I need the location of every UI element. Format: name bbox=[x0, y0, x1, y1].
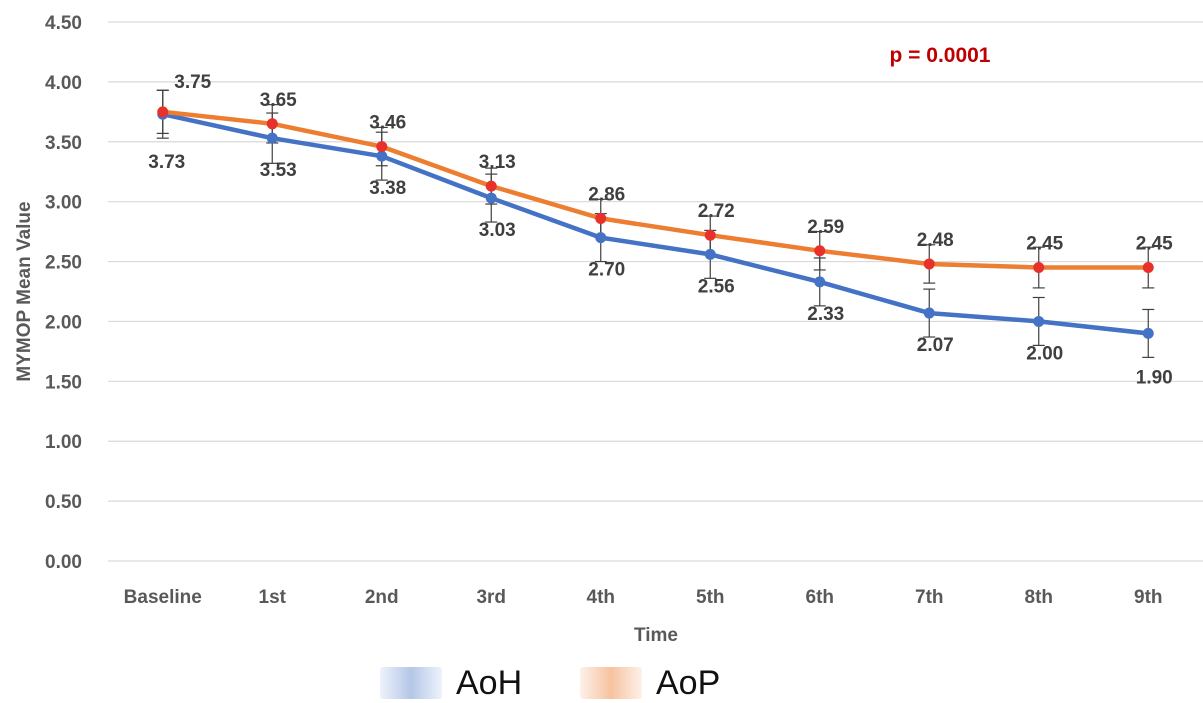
legend: AoH AoP bbox=[0, 664, 1203, 702]
data-label-aop: 3.13 bbox=[479, 152, 516, 173]
data-point-aoh bbox=[1142, 327, 1154, 339]
y-tick-label: 2.50 bbox=[45, 253, 82, 274]
data-point-aop bbox=[485, 180, 497, 192]
data-point-aop bbox=[157, 106, 169, 118]
data-label-aoh: 3.53 bbox=[260, 160, 297, 181]
data-point-aoh bbox=[266, 132, 278, 144]
legend-item-aop: AoP bbox=[580, 664, 720, 702]
x-tick-label: 9th bbox=[1134, 587, 1163, 608]
data-point-aop bbox=[1142, 262, 1154, 274]
y-tick-label: 3.50 bbox=[45, 133, 82, 154]
data-point-aoh bbox=[704, 248, 716, 260]
y-tick-label: 1.50 bbox=[45, 372, 82, 393]
y-tick-label: 2.00 bbox=[45, 312, 82, 333]
gridlines bbox=[108, 21, 1203, 562]
y-axis-ticks: 0.00 0.50 1.00 1.50 2.00 2.50 3.00 3.50 4.00 4.50 bbox=[45, 13, 82, 573]
data-label-aop: 2.86 bbox=[588, 184, 625, 205]
y-tick-label: 4.00 bbox=[45, 73, 82, 94]
series-line-aop bbox=[160, 109, 1151, 270]
legend-swatch-aop bbox=[580, 667, 642, 699]
data-label-aoh: 2.33 bbox=[807, 304, 844, 325]
series-lines bbox=[160, 109, 1151, 336]
data-point-aoh bbox=[814, 276, 826, 288]
data-label-aop: 2.59 bbox=[807, 217, 844, 238]
data-label-aop: 2.48 bbox=[917, 230, 954, 251]
y-tick-label: 0.00 bbox=[45, 552, 82, 573]
data-label-aoh: 2.56 bbox=[698, 276, 735, 297]
data-label-aoh: 2.07 bbox=[917, 335, 954, 356]
legend-item-aoh: AoH bbox=[380, 664, 522, 702]
data-label-aop: 3.75 bbox=[174, 72, 211, 93]
x-axis-title: Time bbox=[634, 625, 678, 646]
y-axis-title: MYMOP Mean Value bbox=[14, 201, 35, 381]
data-label-aoh: 3.73 bbox=[148, 152, 185, 173]
data-point-aoh bbox=[595, 232, 607, 244]
data-point-aop bbox=[376, 141, 388, 153]
data-point-aoh bbox=[923, 307, 935, 319]
y-tick-label: 3.00 bbox=[45, 193, 82, 214]
x-tick-label: 4th bbox=[587, 587, 616, 608]
data-labels: 3.73 3.53 3.38 3.03 2.70 2.56 2.33 2.07 2.00 1.90… bbox=[148, 72, 1173, 389]
x-tick-label: 1st bbox=[259, 587, 287, 608]
x-tick-label: Baseline bbox=[124, 587, 202, 608]
data-point-aop bbox=[1033, 262, 1045, 274]
data-label-aoh: 3.38 bbox=[369, 178, 406, 199]
x-tick-label: 3rd bbox=[476, 587, 506, 608]
data-point-aop bbox=[704, 229, 716, 241]
y-tick-label: 1.00 bbox=[45, 432, 82, 453]
x-tick-label: 6th bbox=[806, 587, 835, 608]
y-tick-label: 0.50 bbox=[45, 492, 82, 513]
data-point-aop bbox=[814, 245, 826, 257]
data-label-aoh: 1.90 bbox=[1136, 367, 1173, 388]
data-point-aop bbox=[923, 258, 935, 270]
series-line-aoh bbox=[160, 111, 1151, 336]
data-label-aoh: 2.70 bbox=[588, 260, 625, 281]
line-chart: 0.00 0.50 1.00 1.50 2.00 2.50 3.00 3.50 4.00 4.50… bbox=[14, 13, 1203, 646]
series-points bbox=[157, 106, 1154, 339]
x-tick-label: 5th bbox=[696, 587, 725, 608]
data-point-aop bbox=[595, 212, 607, 224]
data-point-aop bbox=[266, 118, 278, 130]
data-point-aoh bbox=[1033, 315, 1045, 327]
legend-label-aop: AoP bbox=[656, 663, 721, 702]
data-label-aop: 3.65 bbox=[260, 90, 297, 111]
data-label-aop: 2.72 bbox=[698, 201, 735, 222]
y-tick-label: 4.50 bbox=[45, 13, 82, 34]
data-label-aop: 2.45 bbox=[1136, 234, 1173, 255]
data-point-aoh bbox=[485, 192, 497, 204]
data-label-aop: 3.46 bbox=[369, 113, 406, 134]
data-label-aoh: 2.00 bbox=[1026, 343, 1063, 364]
data-label-aop: 2.45 bbox=[1026, 234, 1063, 255]
data-label-aoh: 3.03 bbox=[479, 220, 516, 241]
legend-swatch-aoh bbox=[380, 667, 442, 699]
legend-label-aoh: AoH bbox=[456, 663, 523, 702]
x-tick-label: 7th bbox=[915, 587, 944, 608]
x-tick-label: 2nd bbox=[365, 587, 399, 608]
data-point-aoh bbox=[376, 150, 388, 162]
x-tick-label: 8th bbox=[1025, 587, 1054, 608]
x-axis-ticks: Baseline 1st 2nd 3rd 4th 5th 6th 7th 8th 9th bbox=[124, 587, 1163, 608]
p-value-annotation: p = 0.0001 bbox=[890, 44, 991, 67]
